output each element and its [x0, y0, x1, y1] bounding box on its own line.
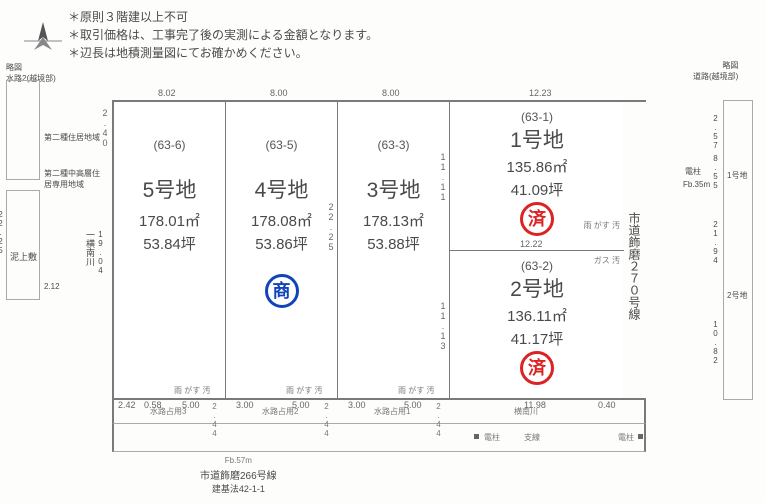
lot-1: (63-1) 1号地 135.86㎡ 41.09坪 済 11.11 雨 がす 汚 — [450, 102, 624, 251]
right-pole: 電柱 — [685, 166, 701, 177]
dim-i13: 11.11 — [438, 152, 448, 202]
water-channel-strip: 水路占用3 水路占用2 水路占用1 2.44 2.44 2.44 横南川 — [112, 398, 646, 424]
lot-5: (63-6) 5号地 178.01㎡ 53.84坪 — [114, 102, 226, 400]
drain-b5: 雨 がす 汚 — [174, 385, 210, 396]
compass-icon — [22, 20, 64, 67]
badge-sold-1: 済 — [520, 202, 554, 236]
right-fb: Fb.35m — [683, 180, 710, 189]
road-law: 建基法42-1-1 — [200, 482, 277, 495]
dim-i23: 11.13 — [438, 301, 448, 351]
drain-1: 雨 がす 汚 — [584, 222, 620, 230]
lot-3-name: 3号地 — [338, 174, 449, 204]
dim-mid: 12.22 — [520, 239, 543, 249]
lot-3-area: 178.13㎡ — [338, 210, 449, 231]
note-line-3: ＊辺長は地積測量図にてお確かめください。 — [68, 44, 378, 62]
drain-b3: 雨 がす 汚 — [398, 385, 434, 396]
lot-4-area: 178.08㎡ — [226, 210, 337, 231]
lot-2-area: 136.11㎡ — [450, 305, 624, 326]
w1: 水路占用1 — [374, 406, 410, 417]
lot-4-tsubo: 53.86坪 — [226, 233, 337, 254]
right-margin: 略図 道路(越境部) 1号地 2号地 2.57 8.55 21.94 10.82… — [713, 60, 759, 420]
lot-5-area: 178.01㎡ — [114, 210, 225, 231]
lot-5-code: (63-6) — [114, 138, 225, 152]
doage-label: 泥上敷 — [10, 250, 37, 263]
right-d4: 10.82 — [711, 320, 720, 365]
lot-5-tsubo: 53.84坪 — [114, 233, 225, 254]
dim-i3: 22.25 — [326, 202, 336, 252]
lot-1-tsubo: 41.09坪 — [450, 179, 624, 200]
road-bottom: Fb.57m 市道飾磨266号線 建基法42-1-1 — [200, 456, 277, 495]
w2: 水路占用2 — [262, 406, 298, 417]
left-margin: 略図 水路2(越境部) 第二種住居地域 第二種中高層住居専用地域 22.25 泥… — [6, 90, 106, 410]
lot-2-tsubo: 41.17坪 — [450, 328, 624, 349]
zone-2: 第二種中高層住居専用地域 — [44, 168, 106, 190]
note-line-1: ＊原則３階建以上不可 — [68, 8, 378, 26]
shien-label: 支線 — [524, 432, 540, 443]
dim-t3: 8.00 — [382, 88, 400, 98]
dim-t4: 8.00 — [270, 88, 288, 98]
left-dim-22: 22.25 — [0, 210, 5, 255]
w3: 水路占用3 — [150, 406, 186, 417]
left-dim-212: 2.12 — [44, 282, 60, 291]
road-bottom-name: 市道飾磨266号線 — [200, 467, 277, 482]
left-dim-19: 19.04 — [96, 230, 105, 275]
road-width: Fb.57m — [200, 456, 277, 465]
drain-b4: 雨 がす 汚 — [286, 385, 322, 396]
note-line-2: ＊取引価格は、工事完了後の実測による金額となります。 — [68, 26, 378, 44]
lot-3-tsubo: 53.88坪 — [338, 233, 449, 254]
lot-1-name: 1号地 — [450, 124, 624, 154]
site-plan: 8.02 8.00 8.00 12.23 2.40 (63-6) 5号地 178… — [112, 100, 622, 400]
lot-4: (63-5) 4号地 178.08㎡ 53.86坪 商 — [226, 102, 338, 400]
right-lot1: 1号地 — [727, 170, 747, 181]
right-lot2: 2号地 — [727, 290, 747, 301]
lot-2: 12.22 (63-2) 2号地 136.11㎡ 41.17坪 済 11.13 … — [450, 251, 624, 400]
zone-1: 第二種住居地域 — [44, 132, 100, 143]
drain-2: ガス 汚 — [594, 257, 620, 265]
lot-4-name: 4号地 — [226, 174, 337, 204]
pole-label: 電柱 — [484, 432, 500, 443]
lot-3: (63-3) 3号地 178.13㎡ 53.88坪 22.25 — [338, 102, 450, 400]
river-bottom: 横南川 — [514, 406, 538, 417]
right-d3: 21.94 — [711, 220, 720, 265]
right-d2: 8.55 — [711, 154, 720, 190]
lot-2-name: 2号地 — [450, 273, 624, 303]
badge-negotiating: 商 — [265, 274, 299, 308]
dim-t1: 12.23 — [529, 88, 552, 98]
right-d1: 2.57 — [711, 114, 720, 150]
lot-4-code: (63-5) — [226, 138, 337, 152]
bottom-strip-2: 電柱 支線 電柱 — [112, 424, 646, 452]
road-right: 市道飾磨２７０号線 — [622, 100, 646, 400]
lot-5-name: 5号地 — [114, 174, 225, 204]
dim-t5: 8.02 — [158, 88, 176, 98]
right-top-label: 略図 道路(越境部) — [693, 60, 738, 82]
lot-3-code: (63-3) — [338, 138, 449, 152]
pole-label-2: 電柱 — [618, 432, 634, 443]
dim-left-v: 2.40 — [100, 108, 110, 148]
lot-1-code: (63-1) — [450, 110, 624, 124]
lot-1-area: 135.86㎡ — [450, 156, 624, 177]
road-right-label: 市道飾磨２７０号線 — [626, 212, 643, 320]
notes-block: ＊原則３階建以上不可 ＊取引価格は、工事完了後の実測による金額となります。 ＊辺… — [68, 8, 378, 62]
badge-sold-2: 済 — [520, 351, 554, 385]
